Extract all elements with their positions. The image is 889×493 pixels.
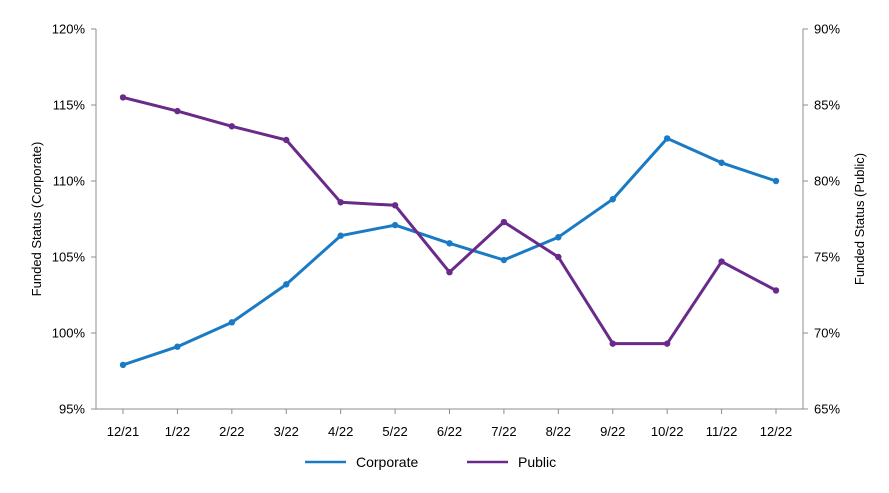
data-point-corporate <box>283 281 290 288</box>
data-point-public <box>337 199 344 206</box>
y-axis-label-left: Funded Status (Corporate) <box>29 142 44 297</box>
x-tick-label: 2/22 <box>219 424 244 439</box>
x-tick-label: 6/22 <box>437 424 462 439</box>
data-point-corporate <box>718 159 725 166</box>
data-point-public <box>391 202 399 209</box>
x-tick-label: 9/22 <box>600 424 625 439</box>
x-tick-label: 1/22 <box>165 424 190 439</box>
data-point-public <box>174 107 181 115</box>
y-tick-label-right: 75% <box>814 250 840 265</box>
y-tick-label-left: 95% <box>59 402 85 417</box>
data-point-corporate <box>609 196 616 203</box>
x-tick-label: 4/22 <box>328 424 353 439</box>
data-point-corporate <box>391 221 399 229</box>
y-tick-label-right: 80% <box>814 174 840 189</box>
data-point-public <box>772 287 780 294</box>
data-point-public <box>663 340 671 347</box>
data-point-public <box>228 123 236 130</box>
data-point-corporate <box>119 361 127 369</box>
x-tick-label: 12/22 <box>760 424 793 439</box>
tick-labels: 95% 65% 100% 70% 105% 75% 110% 80% 115% 85% 120% 90… <box>52 22 841 440</box>
legend-label-public: Public <box>518 454 556 470</box>
data-point-corporate <box>446 240 453 247</box>
data-point-public <box>446 269 453 276</box>
series <box>119 94 780 369</box>
data-point-public <box>119 94 127 101</box>
y-tick-label-left: 120% <box>52 22 86 37</box>
data-point-corporate <box>663 135 671 142</box>
x-tick-label: 8/22 <box>546 424 571 439</box>
x-tick-label: 5/22 <box>382 424 407 439</box>
y-tick-label-right: 65% <box>814 402 840 417</box>
data-point-public <box>500 218 508 226</box>
x-tick-label: 10/22 <box>651 424 684 439</box>
data-point-public <box>718 258 725 265</box>
x-tick-label: 11/22 <box>706 424 738 439</box>
legend-label-corporate: Corporate <box>356 454 418 470</box>
x-tick-label: 7/22 <box>491 424 516 439</box>
axes <box>91 28 808 414</box>
y-tick-label-right: 70% <box>814 326 840 341</box>
data-point-public <box>609 340 616 347</box>
y-tick-label-right: 85% <box>814 98 840 113</box>
data-point-public <box>555 253 562 261</box>
data-point-corporate <box>500 256 508 264</box>
y-tick-label-left: 100% <box>52 326 86 341</box>
data-point-corporate <box>555 234 562 241</box>
legend: Corporate Public <box>305 454 556 470</box>
data-point-corporate <box>228 319 236 326</box>
data-point-corporate <box>772 177 780 185</box>
y-tick-label-left: 115% <box>53 98 86 113</box>
series-line-corporate <box>121 136 778 367</box>
series-line-public <box>121 95 778 346</box>
x-tick-label: 12/21 <box>107 424 140 439</box>
data-point-public <box>283 136 290 144</box>
y-tick-label-right: 90% <box>814 22 840 37</box>
data-point-corporate <box>174 343 181 350</box>
y-tick-label-left: 105% <box>52 250 86 265</box>
y-axis-label-right: Funded Status (Public) <box>852 153 867 285</box>
x-tick-label: 3/22 <box>274 424 299 439</box>
data-point-corporate <box>337 232 344 239</box>
y-tick-label-left: 110% <box>53 174 86 189</box>
